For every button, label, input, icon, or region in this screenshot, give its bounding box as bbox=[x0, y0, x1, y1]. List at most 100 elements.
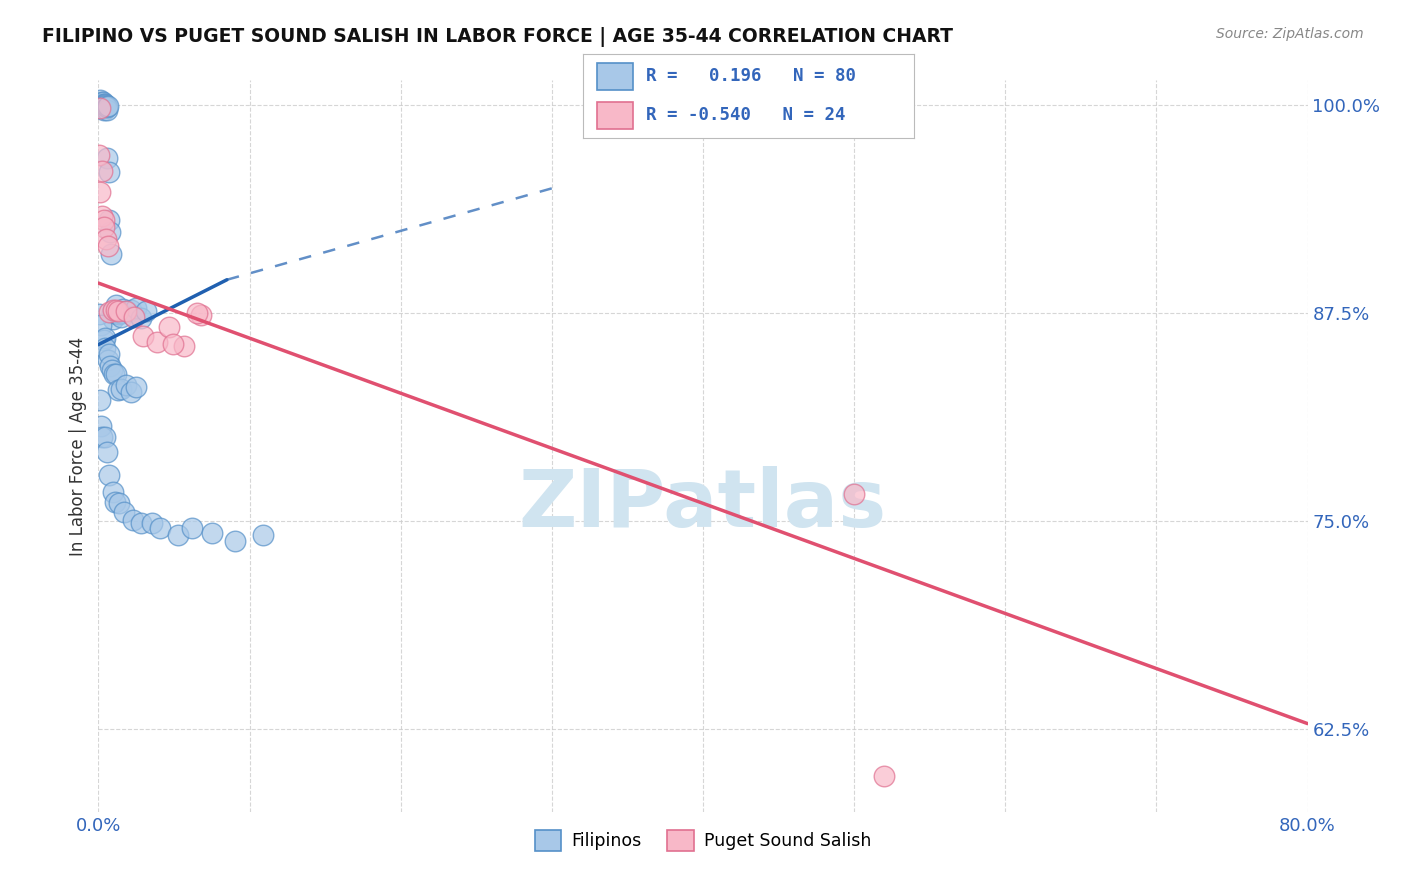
Point bbox=[873, 769, 896, 783]
Point bbox=[157, 319, 180, 334]
Point bbox=[224, 534, 246, 549]
Point bbox=[96, 99, 118, 113]
Point bbox=[90, 100, 112, 114]
Point bbox=[120, 303, 142, 318]
Point bbox=[91, 98, 114, 112]
Point bbox=[112, 505, 135, 519]
Point bbox=[97, 347, 120, 361]
Point bbox=[91, 430, 114, 444]
Point bbox=[103, 302, 125, 317]
Point bbox=[97, 165, 120, 179]
Point bbox=[125, 380, 148, 394]
Point bbox=[98, 213, 121, 227]
Point bbox=[93, 219, 115, 234]
Point bbox=[100, 247, 122, 261]
Point bbox=[107, 384, 129, 398]
Point bbox=[91, 164, 114, 178]
Point bbox=[89, 307, 111, 321]
Point bbox=[122, 310, 145, 324]
Point bbox=[101, 306, 124, 320]
Point bbox=[90, 318, 112, 332]
Point bbox=[100, 305, 122, 319]
Point bbox=[200, 525, 222, 540]
Point bbox=[104, 368, 127, 382]
Point bbox=[89, 93, 111, 107]
Point bbox=[90, 100, 112, 114]
Point bbox=[173, 339, 195, 353]
Point bbox=[101, 485, 124, 500]
Point bbox=[129, 310, 152, 325]
Legend: Filipinos, Puget Sound Salish: Filipinos, Puget Sound Salish bbox=[527, 822, 879, 858]
Point bbox=[114, 378, 136, 392]
Point bbox=[94, 232, 117, 246]
Point bbox=[162, 337, 184, 351]
Point bbox=[181, 521, 204, 535]
Point bbox=[89, 101, 111, 115]
Bar bbox=[596, 62, 633, 90]
Point bbox=[252, 528, 274, 542]
Point bbox=[112, 302, 135, 317]
Text: FILIPINO VS PUGET SOUND SALISH IN LABOR FORCE | AGE 35-44 CORRELATION CHART: FILIPINO VS PUGET SOUND SALISH IN LABOR … bbox=[42, 27, 953, 46]
Point bbox=[104, 495, 127, 509]
Point bbox=[93, 330, 115, 344]
Point bbox=[114, 304, 136, 318]
Point bbox=[104, 298, 127, 312]
Text: R =   0.196   N = 80: R = 0.196 N = 80 bbox=[647, 68, 856, 86]
Point bbox=[103, 368, 125, 382]
Point bbox=[117, 303, 139, 318]
Text: Source: ZipAtlas.com: Source: ZipAtlas.com bbox=[1216, 27, 1364, 41]
Point bbox=[96, 151, 118, 165]
Point bbox=[186, 306, 208, 320]
Text: ZIPatlas: ZIPatlas bbox=[519, 466, 887, 543]
Point bbox=[93, 99, 115, 113]
Point bbox=[141, 516, 163, 531]
Point bbox=[98, 225, 121, 239]
Point bbox=[135, 304, 157, 318]
Point bbox=[125, 301, 148, 316]
Point bbox=[108, 305, 131, 319]
Point bbox=[89, 99, 111, 113]
Point bbox=[89, 97, 111, 112]
Point bbox=[149, 521, 172, 535]
Point bbox=[90, 99, 112, 113]
Point bbox=[91, 95, 114, 110]
Point bbox=[93, 97, 115, 112]
Point bbox=[98, 359, 121, 374]
Point bbox=[93, 333, 115, 347]
Point bbox=[91, 209, 114, 223]
Point bbox=[97, 239, 120, 253]
Point bbox=[129, 516, 152, 530]
Point bbox=[97, 352, 120, 367]
Point bbox=[94, 341, 117, 355]
Point bbox=[93, 103, 115, 117]
Point bbox=[89, 186, 111, 200]
Point bbox=[89, 393, 111, 408]
Y-axis label: In Labor Force | Age 35-44: In Labor Force | Age 35-44 bbox=[69, 336, 87, 556]
Point bbox=[96, 444, 118, 458]
Point bbox=[93, 213, 115, 227]
Bar bbox=[596, 102, 633, 129]
Point bbox=[844, 487, 866, 501]
Point bbox=[90, 97, 112, 112]
Point bbox=[110, 306, 132, 320]
Text: R = -0.540   N = 24: R = -0.540 N = 24 bbox=[647, 106, 846, 124]
Point bbox=[166, 528, 188, 542]
Point bbox=[94, 98, 117, 112]
Point bbox=[93, 97, 115, 112]
Point bbox=[101, 362, 124, 376]
Point bbox=[97, 468, 120, 483]
Point bbox=[145, 334, 167, 349]
Point bbox=[90, 96, 112, 111]
Point bbox=[107, 304, 129, 318]
Point bbox=[104, 306, 127, 320]
Point bbox=[120, 384, 142, 399]
Point bbox=[91, 95, 114, 109]
Point bbox=[190, 308, 212, 322]
Point bbox=[91, 101, 114, 115]
Point bbox=[96, 100, 118, 114]
Point bbox=[101, 312, 124, 326]
Point bbox=[110, 382, 132, 396]
Point bbox=[121, 513, 143, 527]
Point bbox=[107, 307, 129, 321]
Point bbox=[104, 303, 127, 318]
